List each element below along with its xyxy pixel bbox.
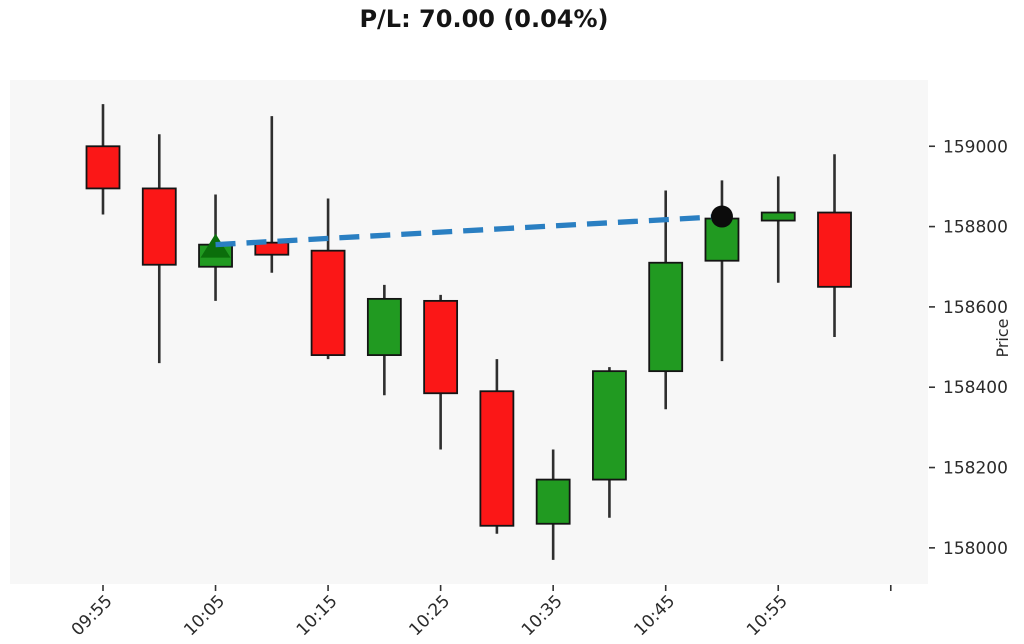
chart-title: P/L: 70.00 (0.04%) (359, 5, 609, 33)
y-tick-label: 158200 (943, 459, 1008, 479)
candle-body (85, 145, 121, 190)
trade-line (215, 213, 723, 248)
entry-marker-icon (200, 233, 231, 258)
candle-body (479, 390, 515, 527)
y-axis-label: Price (993, 318, 1012, 357)
candle-body (760, 211, 796, 222)
candle-body (310, 249, 346, 356)
y-tick-label: 158600 (943, 298, 1008, 318)
y-tick-label: 158800 (943, 218, 1008, 238)
candle-body (817, 211, 852, 288)
candle-body (648, 261, 684, 373)
y-tick-label: 158000 (943, 539, 1008, 559)
y-tick-label: 158400 (943, 378, 1008, 398)
x-tick-label: 09:55 (68, 591, 117, 640)
plot-area (10, 80, 928, 584)
candle-body (141, 187, 177, 266)
x-tick-label: 10:15 (293, 591, 342, 640)
x-tick-label: 10:05 (180, 591, 229, 640)
x-tick-label: 10:55 (743, 591, 792, 640)
candle-body (423, 299, 459, 395)
y-tick-label: 159000 (943, 137, 1008, 157)
x-tick-label: 10:35 (518, 591, 567, 640)
x-tick-label: 10:45 (630, 591, 679, 640)
candle-body (592, 370, 627, 481)
candle-body (254, 241, 290, 256)
x-tick-label: 10:25 (405, 591, 454, 640)
exit-marker-icon (710, 205, 733, 228)
candle-body (366, 297, 402, 356)
candle-body (535, 478, 571, 525)
